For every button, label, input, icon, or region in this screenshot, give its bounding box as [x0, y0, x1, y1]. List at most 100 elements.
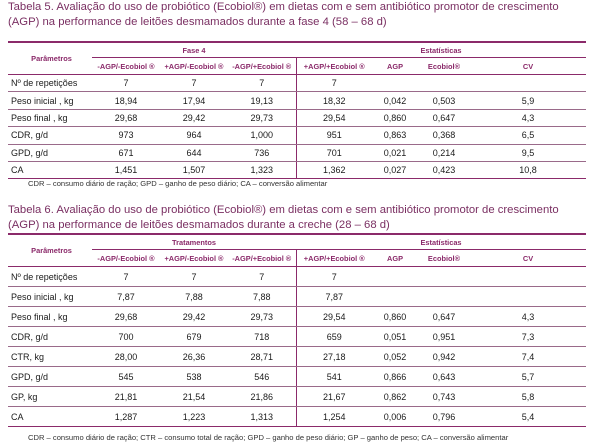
table6-col-header: Ecobiol® — [418, 249, 470, 267]
table5-group-left: Fase 4 — [92, 42, 296, 58]
row-label: CTR, kg — [8, 346, 92, 367]
table-cell: 538 — [160, 366, 228, 387]
table-cell: 29,42 — [160, 109, 228, 128]
table6-col-header: -AGP/-Ecobiol ® — [92, 249, 160, 267]
table-cell: 7 — [296, 266, 372, 287]
table-cell: 7,88 — [160, 286, 228, 307]
table-cell: 964 — [160, 126, 228, 145]
table-cell: 0,942 — [418, 346, 470, 367]
table-cell: 0,368 — [418, 126, 470, 145]
table-cell: 679 — [160, 326, 228, 347]
table-cell: 0,862 — [372, 386, 418, 407]
table-cell: 29,73 — [228, 109, 297, 128]
row-label: Peso inicial , kg — [8, 91, 92, 110]
table5: Parâmetros Fase 4 Estatísticas -AGP/-Eco… — [8, 41, 586, 180]
table-cell — [470, 286, 586, 307]
table-cell — [372, 286, 418, 307]
table-cell: 10,8 — [470, 161, 586, 180]
table-cell: 28,71 — [228, 346, 297, 367]
table5-param-header: Parâmetros — [8, 42, 92, 75]
table-cell: 0,643 — [418, 366, 470, 387]
table-cell: 5,9 — [470, 91, 586, 110]
table-cell: 718 — [228, 326, 297, 347]
table-cell: 7,87 — [296, 286, 372, 307]
table-cell: 951 — [296, 126, 372, 145]
table-cell — [470, 266, 586, 287]
table6-group-left: Tratamentos — [92, 234, 296, 250]
table-cell: 5,4 — [470, 406, 586, 427]
table-cell: 4,3 — [470, 306, 586, 327]
table-cell: 973 — [92, 126, 160, 145]
table-cell: 0,647 — [418, 306, 470, 327]
table-cell: 7 — [228, 266, 297, 287]
table6-col-header: +AGP/+Ecobiol ® — [296, 249, 372, 267]
table-cell: 1,313 — [228, 406, 297, 427]
table-cell: 0,866 — [372, 366, 418, 387]
table-cell: 1,287 — [92, 406, 160, 427]
row-label: Peso inicial , kg — [8, 286, 92, 307]
table6-body: Nº de repetições 7 7 7 7 Peso inicial , kg 7,8… — [8, 266, 586, 427]
table-cell: 0,860 — [372, 306, 418, 327]
table-cell: 21,81 — [92, 386, 160, 407]
table-cell: 29,42 — [160, 306, 228, 327]
table-cell: 7,87 — [92, 286, 160, 307]
table-cell: 1,223 — [160, 406, 228, 427]
table-cell: 7 — [228, 74, 297, 93]
table-cell: 700 — [92, 326, 160, 347]
table-cell: 29,68 — [92, 306, 160, 327]
table-cell: 0,021 — [372, 144, 418, 162]
table-cell: 0,423 — [418, 161, 470, 180]
table-row: Nº de repetições 7 7 7 7 — [8, 74, 586, 93]
table-row: GP, kg 21,81 21,54 21,86 21,67 0,862 0,743 5,8 — [8, 386, 586, 407]
table-cell: 21,67 — [296, 386, 372, 407]
table-cell — [470, 74, 586, 93]
table5-footnote: CDR – consumo diário de ração; GPD – gan… — [28, 179, 328, 188]
table-cell: 7,3 — [470, 326, 586, 347]
table6-footnote: CDR – consumo diário de ração; CTR – con… — [28, 433, 509, 442]
row-label: CDR, g/d — [8, 326, 92, 347]
table-cell: 701 — [296, 144, 372, 162]
table-cell: 7 — [160, 74, 228, 93]
table-cell — [418, 286, 470, 307]
table-cell: 18,94 — [92, 91, 160, 110]
row-label: CA — [8, 161, 92, 180]
table-cell: 0,743 — [418, 386, 470, 407]
table-row: CDR, g/d 973 964 1,000 951 0,863 0,368 6,5 — [8, 126, 586, 145]
table-row: CDR, g/d 700 679 718 659 0,051 0,951 7,3 — [8, 326, 586, 347]
row-label: Nº de repetições — [8, 266, 92, 287]
table-cell: 1,254 — [296, 406, 372, 427]
table6-col-header: CV — [470, 249, 586, 267]
table-row: Peso inicial , kg 18,94 17,94 19,13 18,32 0,0… — [8, 91, 586, 110]
table-cell — [418, 266, 470, 287]
table5-col-header: -AGP/+Ecobiol ® — [228, 57, 297, 75]
table-cell: 26,36 — [160, 346, 228, 367]
table-cell: 1,451 — [92, 161, 160, 180]
table-cell: 0,863 — [372, 126, 418, 145]
table-cell: 0,006 — [372, 406, 418, 427]
table-cell: 644 — [160, 144, 228, 162]
table-cell: 0,052 — [372, 346, 418, 367]
table6-col-header: AGP — [372, 249, 418, 267]
table-row: Nº de repetições 7 7 7 7 — [8, 266, 586, 287]
table-cell: 659 — [296, 326, 372, 347]
table-row: CA 1,451 1,507 1,323 1,362 0,027 0,423 10,8 — [8, 161, 586, 180]
row-label: CDR, g/d — [8, 126, 92, 145]
table-cell — [418, 74, 470, 93]
table-cell: 5,7 — [470, 366, 586, 387]
table-cell: 9,5 — [470, 144, 586, 162]
table-cell: 7 — [92, 74, 160, 93]
table-cell: 1,362 — [296, 161, 372, 180]
table-cell: 0,503 — [418, 91, 470, 110]
table-cell: 541 — [296, 366, 372, 387]
table6-col-header: -AGP/+Ecobiol ® — [228, 249, 297, 267]
table-cell: 7 — [160, 266, 228, 287]
table-cell: 29,73 — [228, 306, 297, 327]
table6-col-header: +AGP/-Ecobiol ® — [160, 249, 228, 267]
table5-group-right: Estatísticas — [296, 42, 586, 58]
table-cell: 21,54 — [160, 386, 228, 407]
table-cell — [372, 74, 418, 93]
table-row: GPD, g/d 671 644 736 701 0,021 0,214 9,5 — [8, 144, 586, 162]
table-cell: 6,5 — [470, 126, 586, 145]
table5-col-header: -AGP/-Ecobiol ® — [92, 57, 160, 75]
table-cell: 29,54 — [296, 306, 372, 327]
